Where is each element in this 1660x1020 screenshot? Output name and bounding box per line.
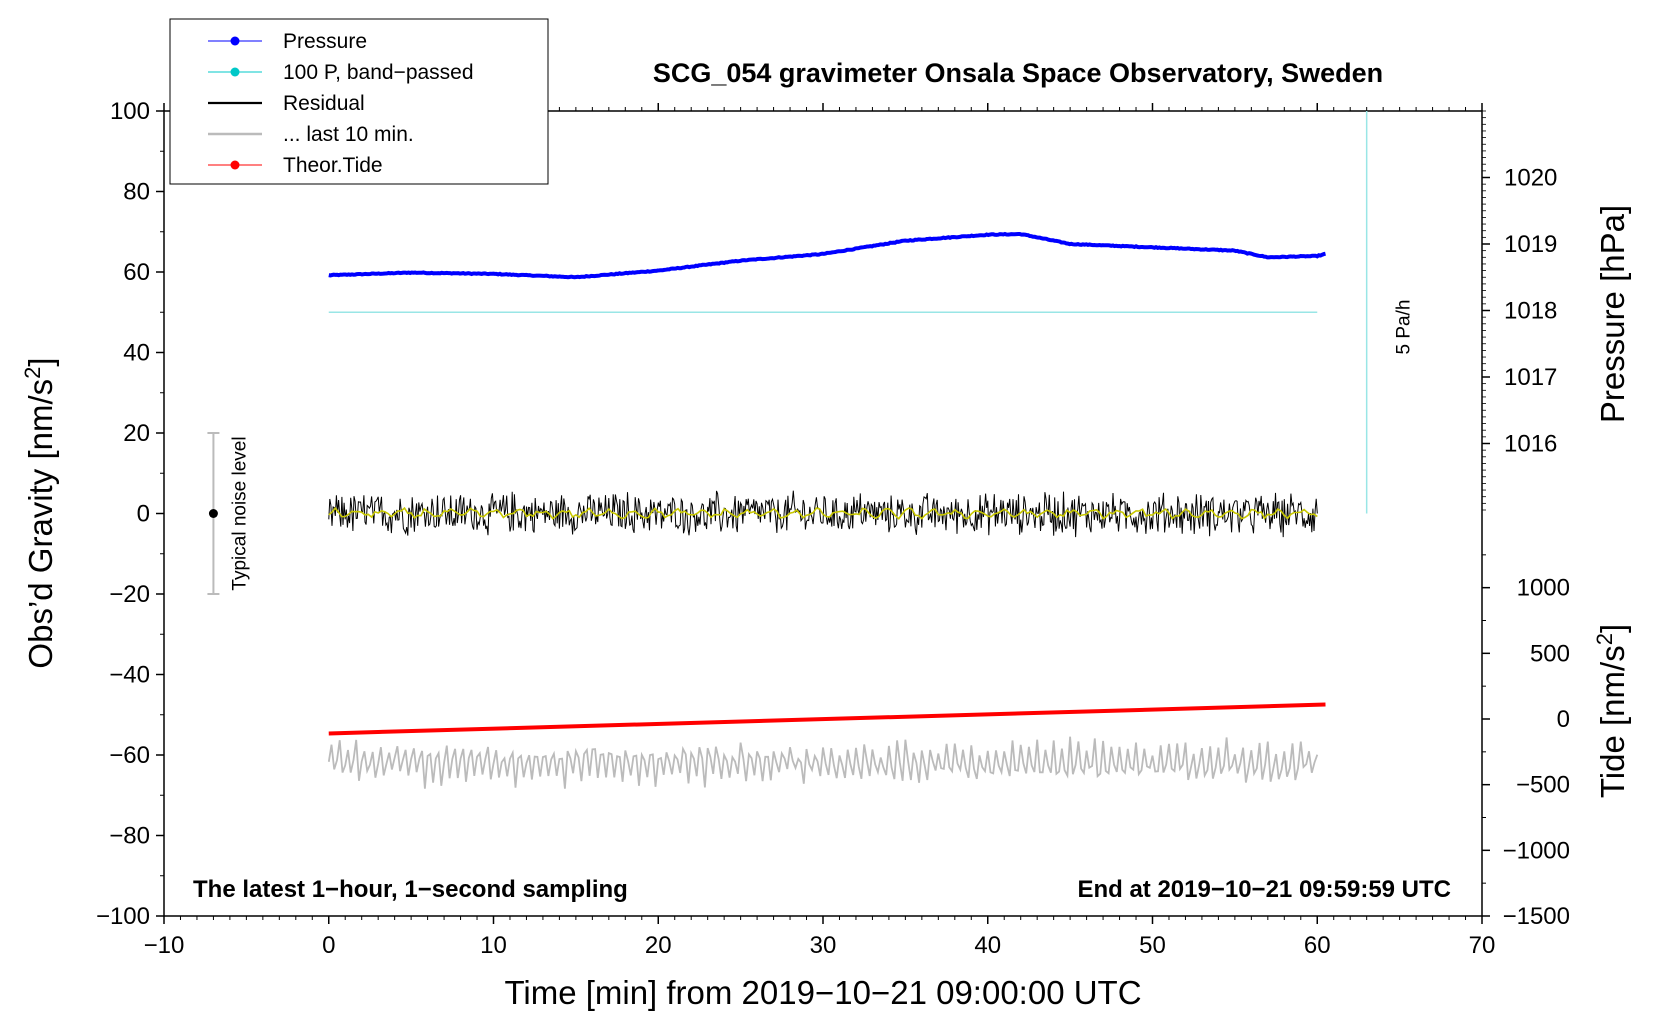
noise-bar-label: Typical noise level xyxy=(229,436,250,590)
residual-series xyxy=(328,490,1318,538)
note-latest-hour: The latest 1−hour, 1−second sampling xyxy=(193,876,628,903)
legend-label: Theor.Tide xyxy=(283,154,383,177)
last-10-min-series xyxy=(327,736,1319,789)
residual-smoothed-series xyxy=(328,506,1318,520)
pressure-tick-label: 1019 xyxy=(1504,231,1557,258)
y-tick-label: −80 xyxy=(109,823,150,850)
y-axis-gravity: 100 80 60 40 20 0 −20 −40 −60 −80 −100 xyxy=(96,98,164,930)
y-tick-label: 0 xyxy=(137,501,150,528)
tide-tick-label: −1500 xyxy=(1503,903,1570,930)
pressure-tick-label: 1020 xyxy=(1504,165,1557,192)
scale-bar-5-pa-h: 5 Pa/h xyxy=(1365,111,1415,514)
legend-label: ... last 10 min. xyxy=(283,123,414,146)
y-tick-label: −20 xyxy=(109,581,150,608)
theoretical-tide-series xyxy=(328,702,1326,736)
pressure-tick-label: 1017 xyxy=(1504,364,1557,391)
legend-swatch-marker xyxy=(230,36,240,46)
legend-label: 100 P, band−passed xyxy=(283,61,474,84)
pressure-tick-label: 1018 xyxy=(1504,298,1557,325)
y-tick-label: 80 xyxy=(123,179,150,206)
x-tick-label: 10 xyxy=(480,932,507,959)
legend: Pressure 100 P, band−passed Residual ... la… xyxy=(169,18,549,185)
y-axis-title-gravity: Obs’d Gravity [nm/s2] xyxy=(20,357,59,668)
x-axis-title: Time [min] from 2019−10−21 09:00:00 UTC xyxy=(504,974,1141,1011)
x-axis: −10 0 10 20 30 40 50 60 70 xyxy=(144,103,1496,959)
legend-swatch-marker xyxy=(230,67,240,77)
tide-tick-label: −1000 xyxy=(1503,837,1570,864)
x-tick-label: 30 xyxy=(810,932,837,959)
tide-tick-label: 500 xyxy=(1530,640,1570,667)
tide-tick-label: −500 xyxy=(1516,772,1570,799)
y-tick-label: −60 xyxy=(109,742,150,769)
x-tick-label: 60 xyxy=(1304,932,1331,959)
legend-label: Residual xyxy=(283,92,365,115)
x-tick-label: 50 xyxy=(1139,932,1166,959)
chart-title: SCG_054 gravimeter Onsala Space Observat… xyxy=(653,58,1383,88)
tide-tick-label: 1000 xyxy=(1517,575,1570,602)
y-axis-pressure: 1016 1017 1018 1019 1020 xyxy=(1482,110,1557,511)
y-axis-title-pressure: Pressure [hPa] xyxy=(1594,205,1631,423)
legend-box xyxy=(169,18,549,185)
pressure-series xyxy=(328,231,1326,280)
y-axis-tide: 1000 500 0 −500 −1000 −1500 xyxy=(1482,554,1570,930)
x-tick-label: 70 xyxy=(1469,932,1496,959)
series-layer xyxy=(327,231,1326,789)
y-tick-label: 100 xyxy=(110,98,150,125)
legend-label: Pressure xyxy=(283,30,367,53)
scale-bar-label: 5 Pa/h xyxy=(1394,300,1415,355)
tide-tick-label: 0 xyxy=(1557,706,1570,733)
legend-swatch-marker xyxy=(230,160,240,170)
y-tick-label: 60 xyxy=(123,259,150,286)
note-end-time: End at 2019−10−21 09:59:59 UTC xyxy=(1077,876,1451,903)
y-tick-label: 40 xyxy=(123,340,150,367)
x-tick-label: 20 xyxy=(645,932,672,959)
y-tick-label: −40 xyxy=(109,662,150,689)
typical-noise-bar: Typical noise level xyxy=(207,432,250,595)
x-tick-label: −10 xyxy=(144,932,185,959)
y-axis-title-tide: Tide [nm/s2] xyxy=(1592,624,1631,798)
noise-bar-center-dot xyxy=(208,509,218,518)
y-tick-label: 20 xyxy=(123,420,150,447)
x-tick-label: 40 xyxy=(974,932,1001,959)
pressure-tick-label: 1016 xyxy=(1504,431,1557,458)
y-tick-label: −100 xyxy=(96,903,150,930)
x-tick-label: 0 xyxy=(322,932,335,959)
